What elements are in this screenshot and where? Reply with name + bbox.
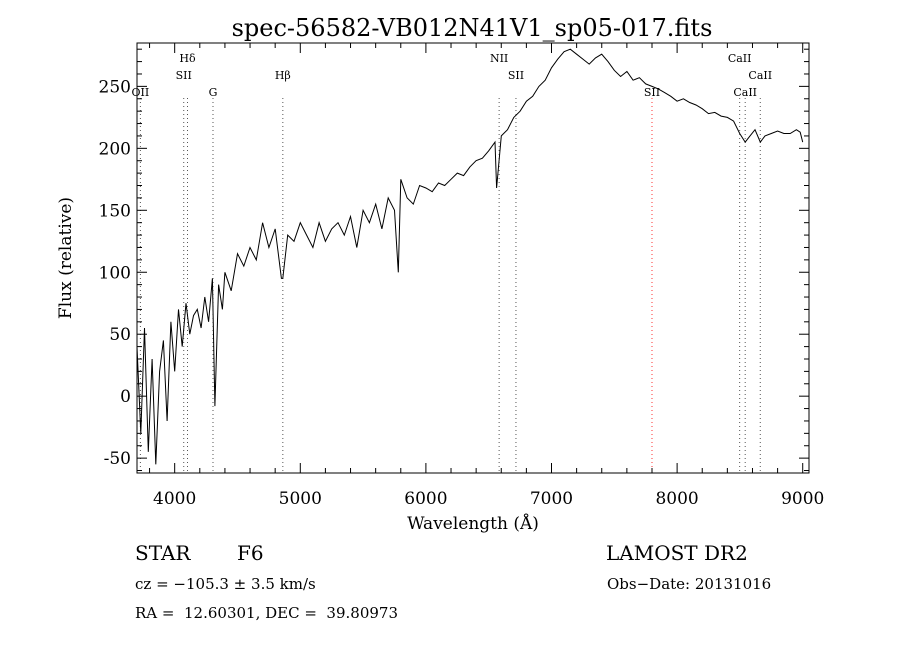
x-tick-label: 9000 [781,489,824,509]
x-tick-label: 4000 [153,489,196,509]
spectral-line-label: G [209,86,218,99]
y-tick-label: 0 [120,387,131,407]
x-tick-label: 7000 [530,489,573,509]
survey-name: LAMOST DR2 [606,541,748,565]
x-tick-label: 6000 [404,489,447,509]
spectral-line-label: CaII [733,86,757,99]
y-tick-label: 200 [99,139,131,159]
coordinates: RA = 12.60301, DEC = 39.80973 [135,604,399,622]
chart-title: spec-56582-VB012N41V1_sp05-017.fits [232,14,713,42]
y-axis-label: Flux (relative) [56,197,76,319]
spectral-line-label: OII [132,86,150,99]
spectral-line-label: NII [490,52,508,65]
series-layer [136,48,804,465]
object-subclass: F6 [237,541,264,565]
y-tick-label: -50 [104,449,131,469]
x-axis-label: Wavelength (Å) [407,513,539,534]
spectral-line-label: Hδ [179,52,196,65]
obs-date: Obs−Date: 20131016 [607,575,772,593]
spectral-line-label: SII [644,86,660,99]
flux-series-line [136,48,804,465]
y-tick-label: 100 [99,263,131,283]
spectral-line-label: SII [508,69,524,82]
spectral-line-label: CaII [728,52,752,65]
ticks-layer: 4000 5000 6000 7000 8000 9000 -50 0 50 100 150 200 2… [99,43,824,509]
spectral-line-label: SII [176,69,192,82]
spectral-line-label: CaII [748,69,772,82]
x-tick-label: 5000 [279,489,322,509]
y-tick-label: 250 [99,77,131,97]
x-tick-label: 8000 [655,489,698,509]
object-class: STAR [135,541,191,565]
redshift-readout: cz = −105.3 ± 3.5 km/s [135,575,316,593]
plot-frame [136,42,810,474]
y-tick-label: 150 [99,201,131,221]
y-tick-label: 50 [109,325,131,345]
spectral-line-label: Hβ [275,69,291,82]
